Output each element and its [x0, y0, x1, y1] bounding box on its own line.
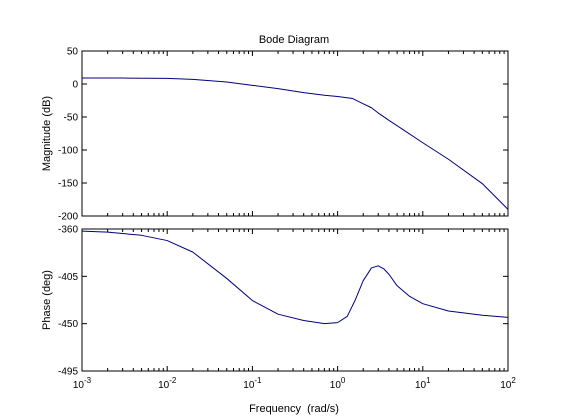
axes-box: [81, 50, 509, 217]
x-tick-label: 10-3: [73, 376, 92, 391]
panel-phase: -360 -405 -450 -495 Phase (deg): [41, 225, 509, 378]
y-tick-label: -450: [58, 319, 78, 330]
x-tick-label: 10-1: [243, 376, 262, 391]
x-axis-label: Frequency (rad/s): [249, 403, 339, 415]
y-tick-label: 0: [72, 80, 78, 91]
y-tick-label: -100: [58, 146, 78, 157]
y-tick-label: -200: [58, 212, 78, 223]
axes-box: [81, 228, 509, 372]
y-axis-label: Phase (deg): [41, 270, 53, 330]
plot-panels: 50 0 -50 -100 -150 -200 Magnitude (dB) -360 -405…: [41, 47, 516, 392]
x-tick-label: 100: [330, 376, 346, 391]
y-tick-label: -360: [58, 225, 78, 236]
panel-magnitude: 50 0 -50 -100 -150 -200 Magnitude (dB): [41, 47, 509, 223]
x-tick-label: 10-2: [158, 376, 177, 391]
y-tick-label: -495: [58, 367, 78, 378]
y-tick-label: -405: [58, 272, 78, 283]
x-tick-label: 101: [415, 376, 431, 391]
series-line: [81, 230, 509, 325]
y-tick-label: -150: [58, 179, 78, 190]
y-tick-label: 50: [67, 47, 79, 58]
y-axis-label: Magnitude (dB): [41, 96, 53, 171]
y-tick-label: -50: [64, 113, 79, 124]
chart-title: Bode Diagram: [259, 34, 329, 46]
x-tick-label: 102: [500, 376, 516, 391]
series-line: [82, 77, 509, 210]
